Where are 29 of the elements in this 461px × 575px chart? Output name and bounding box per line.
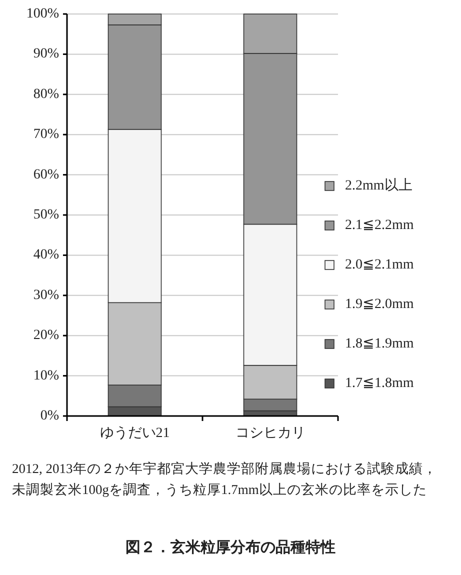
bar [108, 14, 162, 26]
bar [243, 52, 298, 225]
text: 図２．玄米粒厚分布の品種特性 [124, 538, 336, 557]
x-tick-label: コシヒカリ [235, 426, 306, 441]
bar [243, 398, 298, 412]
legend-label: 2.1≦2.2mm [345, 218, 414, 233]
x-tick-label: ゆうだい21 [100, 426, 170, 441]
text: 2012, 2013年の２か年宇都宮大学農学部附属農場における試験成績，未調製玄米100gを調査，うち粒厚1.7mm以上の玄米の比率を示した [12, 460, 438, 499]
y-tick-label: 100% [26, 6, 60, 22]
bar [108, 384, 162, 408]
y-tick-label: 90% [33, 46, 60, 62]
y-tick-label: 20% [33, 328, 60, 344]
bar [108, 128, 162, 304]
y-tick-label: 0% [40, 408, 60, 424]
bar [243, 14, 298, 54]
legend-label: 1.7≦1.8mm [345, 376, 414, 391]
legend-label: 1.8≦1.9mm [345, 336, 414, 352]
y-tick-label: 40% [33, 248, 60, 263]
y-tick-label: 30% [33, 288, 60, 303]
y-tick-label: 60% [33, 167, 60, 182]
legend-label: 1.9≦2.0mm [345, 297, 414, 312]
bar [243, 224, 298, 366]
y-tick-label: 70% [33, 127, 60, 142]
legend-label: 2.2mm以上 [345, 178, 412, 194]
y-tick-label: 10% [33, 368, 60, 384]
y-tick-label: 50% [33, 208, 60, 222]
bar [108, 24, 162, 130]
y-tick-label: 80% [33, 86, 60, 102]
legend-label: 2.0≦2.1mm [345, 258, 414, 272]
